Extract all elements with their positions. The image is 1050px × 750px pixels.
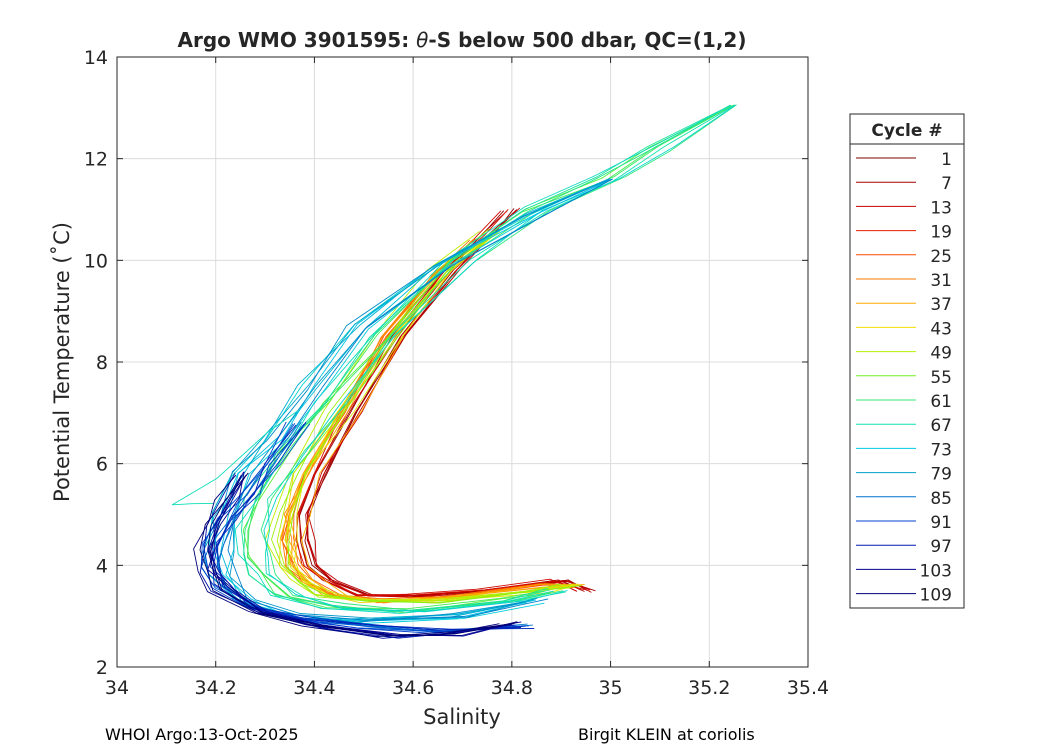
profile-line (212, 424, 522, 631)
profile-line (243, 104, 731, 612)
y-tick-label: 12 (84, 149, 108, 171)
profile-line (287, 227, 582, 604)
legend-label: 1 (941, 150, 952, 170)
x-tick-label: 34 (105, 677, 129, 699)
axis-ticks: 34 34.2 34.4 34.6 34.8 35 35.2 35.4 2 4 6 8 10 12 14 (84, 47, 829, 699)
chart-title-pre: Argo WMO 3901595: (178, 28, 417, 52)
profile-line (207, 472, 518, 637)
y-tick-label: 14 (84, 47, 108, 69)
legend-box (849, 113, 965, 609)
chart-title: Argo WMO 3901595: θ-S below 500 dbar, QC… (178, 28, 747, 52)
legend-label: 85 (930, 489, 952, 509)
legend-title: Cycle # (871, 121, 942, 141)
legend-label: 61 (930, 392, 952, 412)
legend-label: 91 (930, 513, 952, 533)
y-axis-label: Potential Temperature (˚C) (50, 222, 74, 502)
legend-label: 7 (941, 174, 952, 194)
x-tick-label: 34.2 (195, 677, 237, 699)
y-tick-label: 6 (96, 454, 108, 476)
profile-line (200, 423, 522, 633)
x-tick-label: 34.6 (392, 677, 434, 699)
legend-label: 31 (930, 271, 952, 291)
legend-label: 37 (930, 295, 952, 315)
legend-label: 55 (930, 368, 952, 388)
legend-label: 43 (930, 319, 952, 339)
profile-line (203, 179, 609, 620)
legend-label: 67 (930, 416, 952, 436)
profile-line (199, 474, 515, 637)
x-tick-label: 34.8 (491, 677, 533, 699)
footer-right: Birgit KLEIN at coriolis (578, 725, 755, 744)
x-tick-label: 35 (598, 677, 622, 699)
legend-label: 25 (930, 247, 952, 267)
y-tick-label: 2 (96, 657, 108, 679)
profile-line (276, 231, 572, 602)
legend-label: 97 (930, 537, 952, 557)
chart-title-post: -S below 500 dbar, QC=(1,2) (428, 28, 746, 52)
y-tick-label: 8 (96, 352, 108, 374)
profile-line (171, 410, 298, 506)
legend-entries: 1 7 13 19 25 31 37 43 49 55 61 67 73 79 85 91 97 103 109 (856, 150, 952, 606)
profile-line (306, 207, 591, 598)
legend: Cycle # 1 7 13 19 25 31 37 43 49 55 61 67 73 79 85 91 97… (849, 113, 965, 609)
legend-label: 13 (930, 198, 952, 218)
series-layer (171, 104, 737, 639)
x-tick-label: 35.2 (688, 677, 730, 699)
profile-line (264, 230, 566, 601)
grid-lines (117, 57, 808, 667)
legend-label: 109 (920, 586, 952, 606)
profile-line (301, 238, 585, 603)
x-tick-label: 35.4 (787, 677, 829, 699)
legend-label: 79 (930, 465, 952, 485)
x-tick-label: 34.4 (293, 677, 335, 699)
y-tick-label: 4 (96, 555, 108, 577)
footer-left: WHOI Argo:13-Oct-2025 (105, 725, 299, 744)
x-axis-label: Salinity (423, 705, 501, 729)
legend-label: 19 (930, 223, 952, 243)
legend-label: 103 (920, 561, 952, 581)
legend-label: 49 (930, 344, 952, 364)
profile-line (234, 105, 732, 614)
legend-label: 73 (930, 440, 952, 460)
chart-title-theta: θ (416, 28, 428, 52)
y-tick-label: 10 (84, 250, 108, 272)
